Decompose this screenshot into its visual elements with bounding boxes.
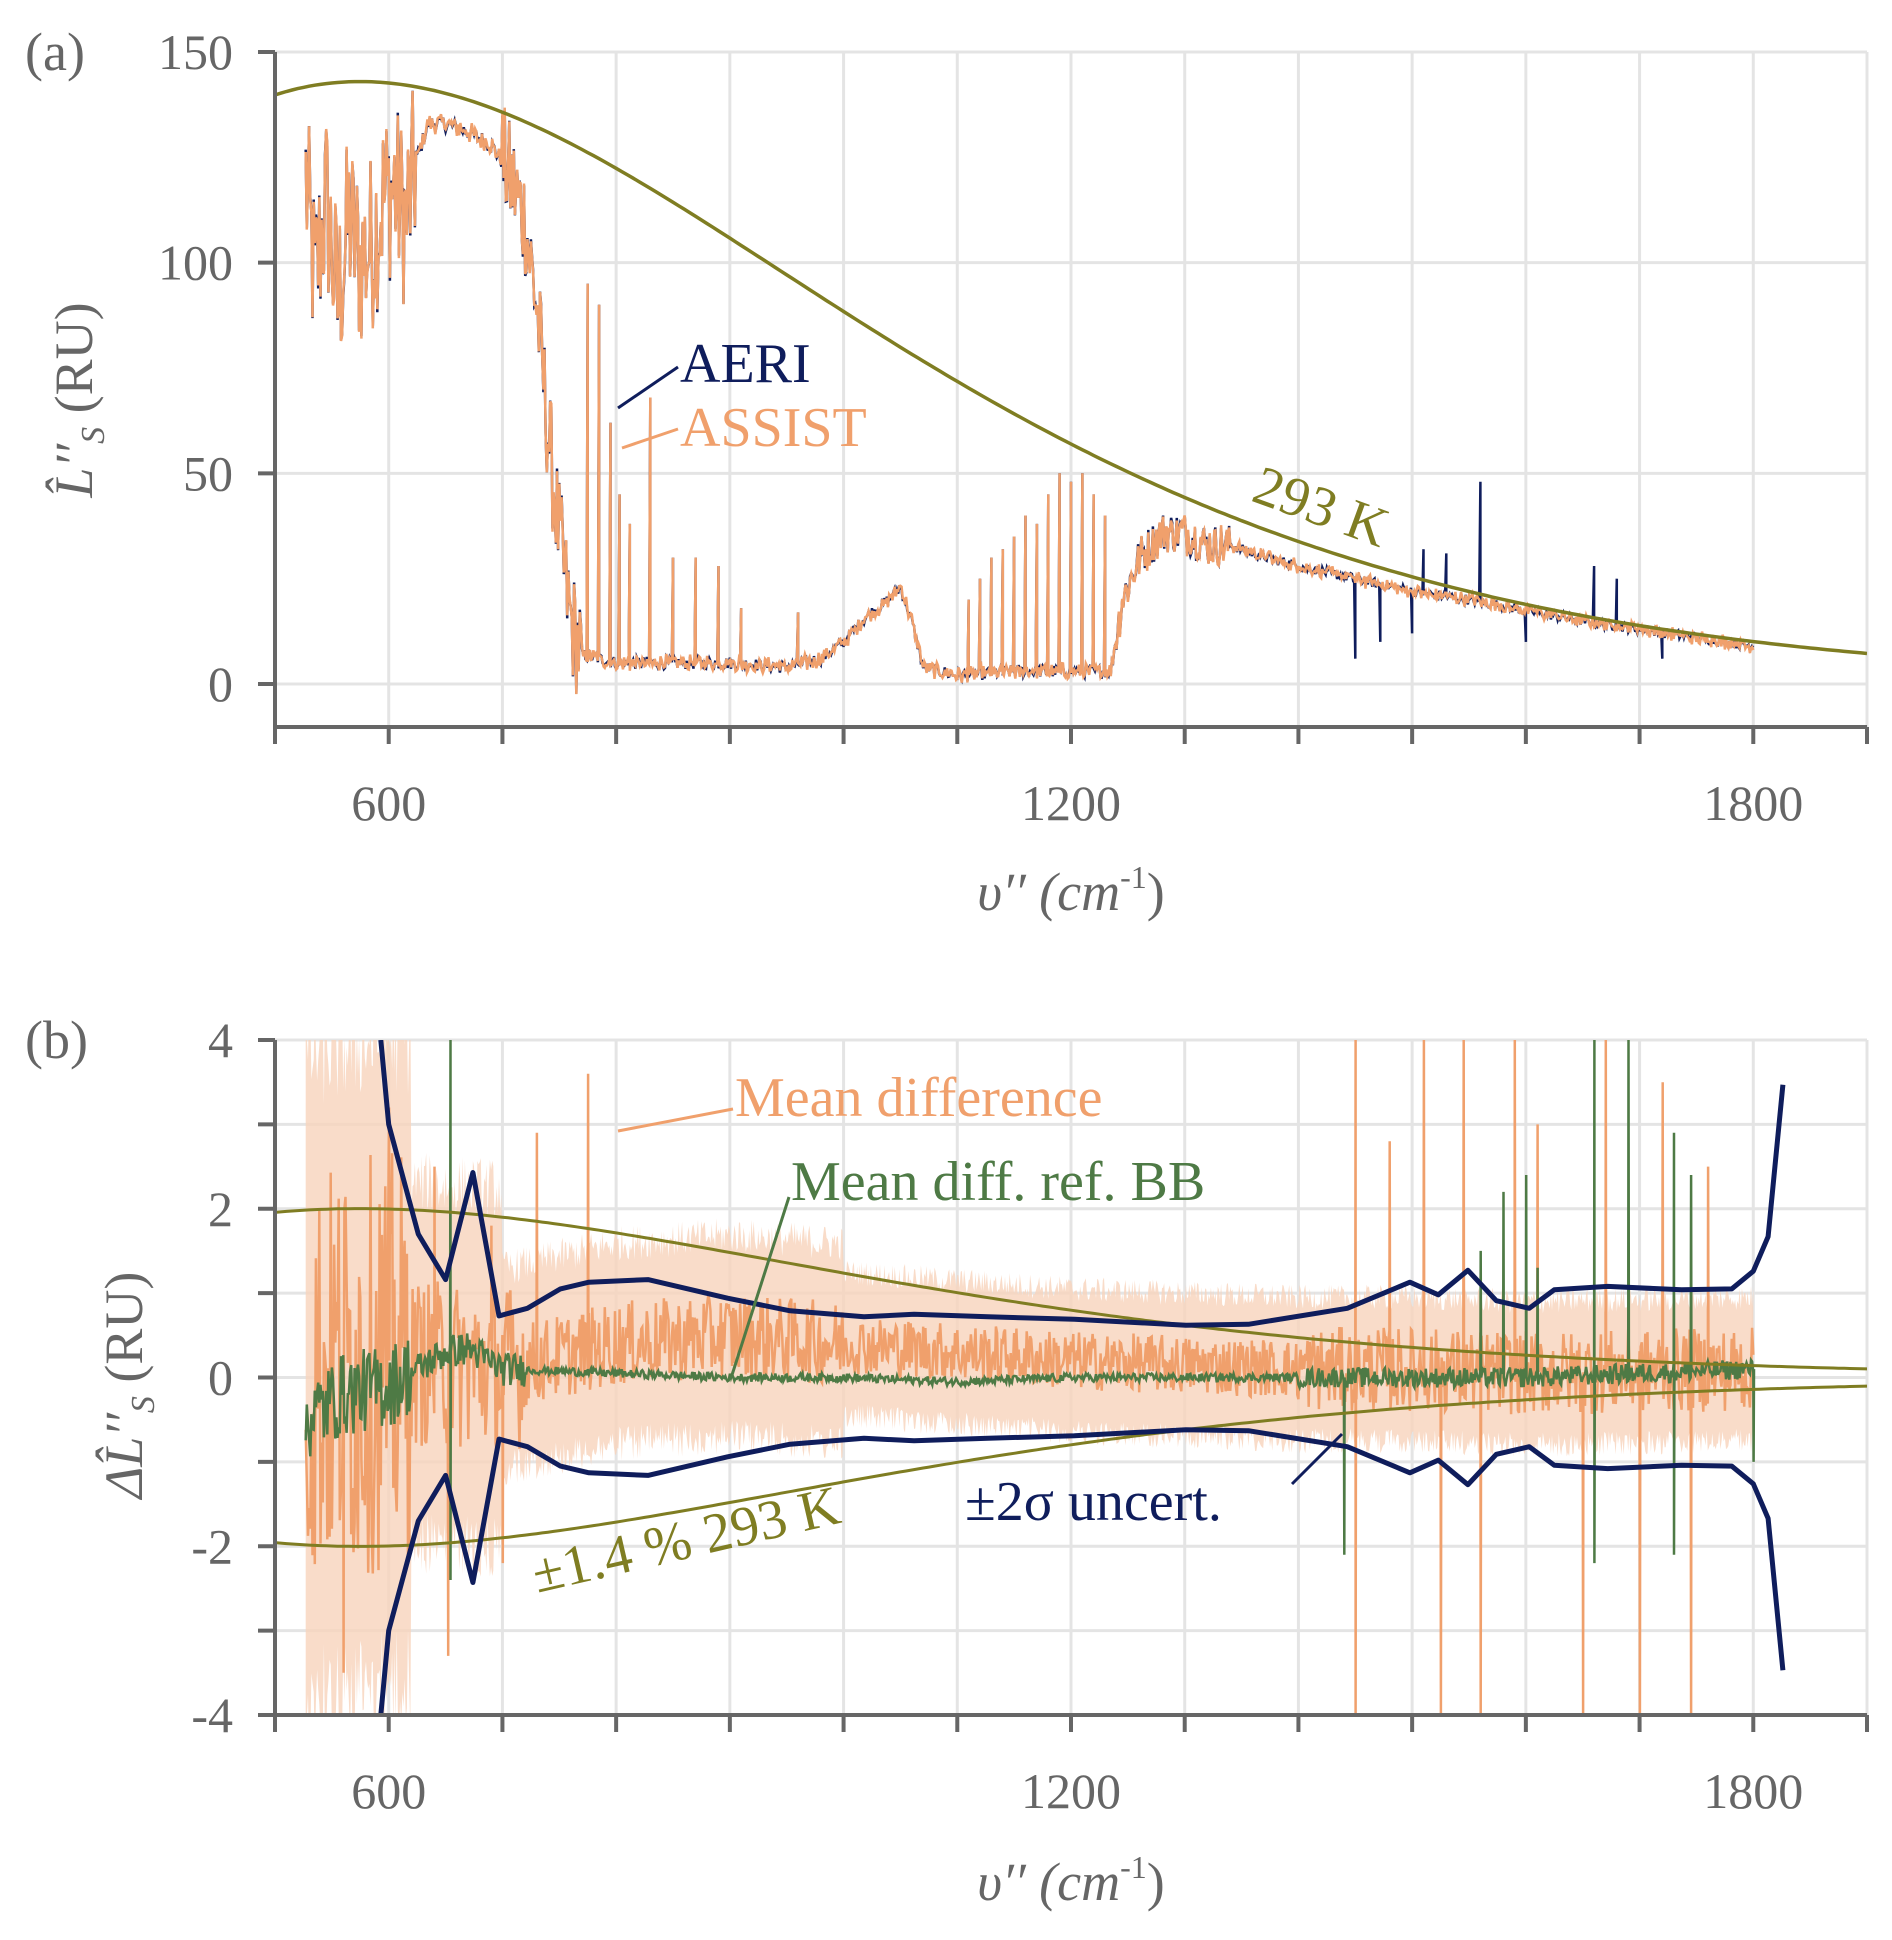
planck-293k-label: 293 K: [1245, 454, 1396, 560]
x-axis-label-b: υ′′ (cm-1): [977, 1849, 1165, 1912]
aeri-leader-line: [617, 365, 679, 410]
uncert-upper-line: [378, 1040, 1786, 1328]
x-axis-sup: -1: [1120, 1849, 1147, 1885]
panel-b: -4 -2 0 2 4 600 1200 1800 (b) ΔL̂′′S (RU) υ′′ (…: [25, 1010, 1869, 1912]
y-axis-symbol: L̂′′: [44, 443, 104, 499]
x-tick-label: 600: [351, 1763, 426, 1819]
planck-293k-line: [275, 79, 1867, 656]
planck-fraction-label: ±1.4 % 293 K: [526, 1474, 846, 1605]
x-axis-sup: -1: [1120, 859, 1147, 895]
assist-leader-line: [621, 427, 679, 450]
aeri-series-line: [304, 90, 1755, 694]
x-axis-label-a: υ′′ (cm-1): [977, 859, 1165, 922]
x-axis-close: ): [1147, 1852, 1165, 1912]
y-tick-label: 150: [158, 24, 233, 80]
x-tick-label: 1800: [1703, 775, 1803, 831]
panel-label-a: (a): [25, 22, 85, 82]
axes-b: -4 -2 0 2 4 600 1200 1800: [191, 1012, 1869, 1819]
y-axis-unit: (RU): [44, 302, 104, 426]
y-axis-label-a: L̂′′S (RU): [44, 302, 112, 498]
y-tick-label: 0: [208, 1350, 233, 1406]
mean-diff-label: Mean difference: [735, 1067, 1102, 1129]
y-tick-label: -4: [191, 1687, 233, 1743]
y-axis-subscript: S: [75, 427, 112, 444]
uncert-label: ±2σ uncert.: [965, 1471, 1222, 1533]
y-axis-symbol: ΔL̂′′: [94, 1412, 154, 1501]
y-axis-subscript: S: [125, 1396, 162, 1413]
ref-bb-label: Mean diff. ref. BB: [791, 1151, 1205, 1213]
assist-series-line: [304, 90, 1755, 695]
axes-a: 0 50 100 150 600 1200 1800: [158, 24, 1869, 831]
x-axis-text: υ′′ (cm: [977, 862, 1120, 922]
plot-area-a: [275, 79, 1867, 695]
uncert-leader-line: [1290, 1432, 1344, 1486]
planck-fraction-upper-line: [275, 1207, 1867, 1371]
panel-a: 0 50 100 150 600 1200 1800 (a) L̂′′S (RU) υ′′ …: [25, 22, 1869, 922]
x-axis-close: ): [1147, 862, 1165, 922]
panel-label-b: (b): [25, 1010, 88, 1070]
x-axis-text: υ′′ (cm: [977, 1852, 1120, 1912]
grid-a: [275, 50, 1869, 727]
y-tick-label: 100: [158, 235, 233, 291]
plot-area-b: [275, 1040, 1867, 1715]
x-tick-label: 1200: [1021, 1763, 1121, 1819]
y-tick-label: 50: [183, 445, 233, 501]
x-tick-label: 600: [351, 775, 426, 831]
planck-fraction-lower-line: [275, 1384, 1867, 1548]
ref-bb-leader-line: [730, 1196, 791, 1376]
uncert-lower-line: [378, 1427, 1786, 1715]
y-axis-unit: (RU): [94, 1272, 154, 1396]
y-tick-label: 4: [208, 1012, 233, 1068]
y-tick-label: 2: [208, 1181, 233, 1237]
assist-label: ASSIST: [680, 397, 867, 459]
mean-diff-ref-bb-line: [304, 1040, 1756, 1581]
y-tick-label: 0: [208, 656, 233, 712]
x-tick-label: 1800: [1703, 1763, 1803, 1819]
aeri-label: AERI: [680, 333, 811, 395]
mean-difference-line: [304, 1040, 1755, 1715]
y-tick-label: -2: [191, 1518, 233, 1574]
mean-diff-leader-line: [617, 1107, 734, 1133]
y-axis-label-b: ΔL̂′′S (RU): [94, 1272, 162, 1501]
x-tick-label: 1200: [1021, 775, 1121, 831]
